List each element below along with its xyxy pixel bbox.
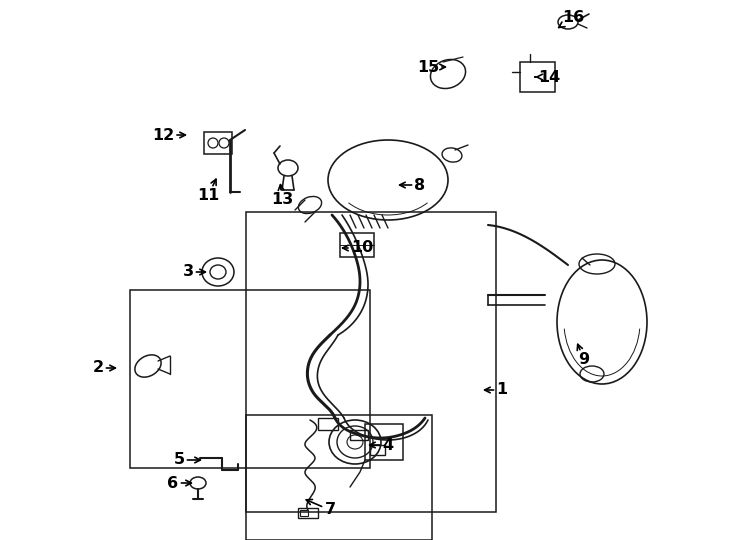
Bar — [350, 430, 368, 440]
Bar — [246, 212, 496, 512]
Bar — [298, 508, 318, 518]
Text: 6: 6 — [167, 476, 192, 490]
Text: 1: 1 — [484, 382, 508, 397]
Text: 10: 10 — [343, 240, 373, 255]
Text: 5: 5 — [173, 453, 200, 468]
Text: 8: 8 — [399, 178, 426, 192]
Text: 12: 12 — [152, 127, 186, 143]
Bar — [300, 510, 308, 516]
Text: 15: 15 — [417, 59, 446, 75]
Text: 2: 2 — [92, 361, 115, 375]
Text: 11: 11 — [197, 179, 219, 204]
Text: 3: 3 — [183, 265, 206, 280]
Text: 9: 9 — [577, 345, 589, 368]
Text: 13: 13 — [271, 185, 293, 207]
Bar — [365, 424, 403, 460]
Text: 7: 7 — [306, 500, 335, 517]
Bar — [130, 290, 370, 468]
Text: 16: 16 — [559, 10, 584, 28]
Text: 4: 4 — [370, 437, 393, 453]
Bar — [370, 445, 385, 455]
Bar — [318, 418, 338, 430]
Bar — [246, 415, 432, 540]
Bar — [340, 233, 374, 257]
Bar — [520, 62, 555, 92]
Text: 14: 14 — [535, 70, 560, 84]
Bar — [204, 132, 232, 154]
